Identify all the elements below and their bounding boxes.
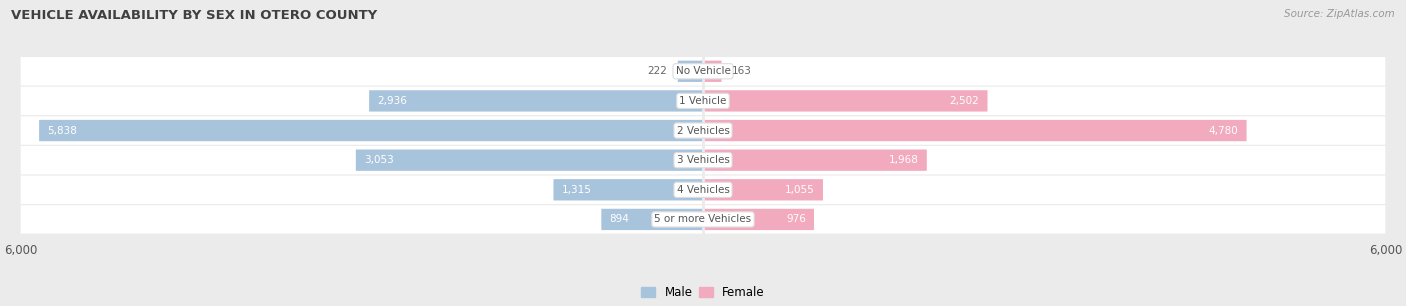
Text: 1,055: 1,055 [785, 185, 815, 195]
Text: 4 Vehicles: 4 Vehicles [676, 185, 730, 195]
FancyBboxPatch shape [703, 209, 814, 230]
FancyBboxPatch shape [21, 176, 1385, 204]
FancyBboxPatch shape [703, 150, 927, 171]
Text: No Vehicle: No Vehicle [675, 66, 731, 76]
Text: 1 Vehicle: 1 Vehicle [679, 96, 727, 106]
Legend: Male, Female: Male, Female [637, 281, 769, 304]
Text: 3 Vehicles: 3 Vehicles [676, 155, 730, 165]
FancyBboxPatch shape [554, 179, 703, 200]
Text: 2 Vehicles: 2 Vehicles [676, 125, 730, 136]
FancyBboxPatch shape [703, 90, 987, 112]
Text: 163: 163 [731, 66, 752, 76]
FancyBboxPatch shape [602, 209, 703, 230]
Text: 976: 976 [786, 215, 806, 224]
Text: 5,838: 5,838 [48, 125, 77, 136]
FancyBboxPatch shape [21, 57, 1385, 85]
FancyBboxPatch shape [703, 179, 823, 200]
FancyBboxPatch shape [21, 116, 1385, 145]
FancyBboxPatch shape [39, 120, 703, 141]
Text: 894: 894 [610, 215, 630, 224]
FancyBboxPatch shape [678, 61, 703, 82]
Text: Source: ZipAtlas.com: Source: ZipAtlas.com [1284, 9, 1395, 19]
Text: 1,315: 1,315 [561, 185, 592, 195]
Text: 3,053: 3,053 [364, 155, 394, 165]
FancyBboxPatch shape [21, 146, 1385, 174]
Text: 2,502: 2,502 [949, 96, 980, 106]
Text: VEHICLE AVAILABILITY BY SEX IN OTERO COUNTY: VEHICLE AVAILABILITY BY SEX IN OTERO COU… [11, 9, 377, 22]
FancyBboxPatch shape [21, 205, 1385, 234]
FancyBboxPatch shape [703, 61, 721, 82]
Text: 222: 222 [648, 66, 668, 76]
Text: 5 or more Vehicles: 5 or more Vehicles [654, 215, 752, 224]
Text: 4,780: 4,780 [1209, 125, 1239, 136]
FancyBboxPatch shape [21, 87, 1385, 115]
FancyBboxPatch shape [356, 150, 703, 171]
FancyBboxPatch shape [703, 120, 1247, 141]
FancyBboxPatch shape [370, 90, 703, 112]
Text: 1,968: 1,968 [889, 155, 918, 165]
Text: 2,936: 2,936 [377, 96, 408, 106]
